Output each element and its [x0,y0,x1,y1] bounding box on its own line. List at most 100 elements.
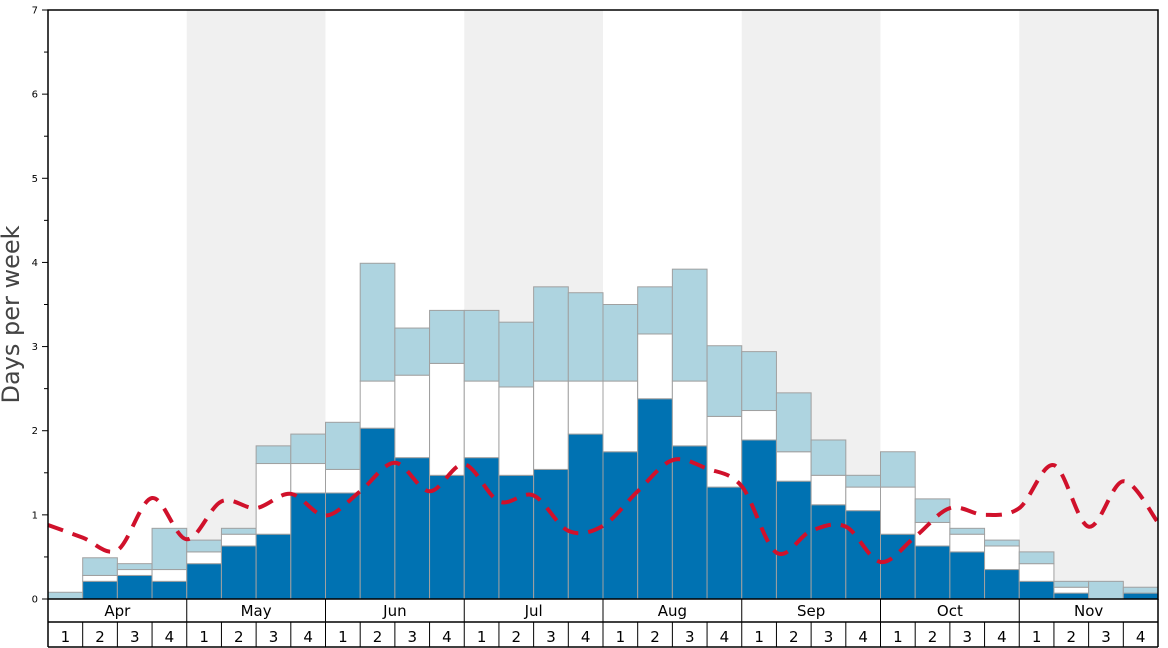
bar-segment-1-29 [1018,580,1055,600]
bar-segment-1-10 [359,427,396,600]
y-tick-label-0: 0 [32,595,38,606]
bar-segment-2-15 [533,380,569,470]
week-label: 4 [997,628,1007,646]
bar-segment-1-8 [290,492,326,600]
week-label: 2 [95,628,105,646]
y-tick-label-4: 4 [32,258,38,269]
week-label: 2 [1067,628,1077,646]
bar-segment-2-30 [1053,586,1090,594]
week-label: 1 [199,628,209,646]
bar-segment-1-25 [880,533,916,600]
bar-segment-3-31 [1088,580,1124,600]
bar-segment-2-8 [290,463,326,494]
bar-segment-2-6 [220,533,257,547]
week-label: 2 [789,628,799,646]
bar-segment-3-25 [880,451,916,488]
month-label-oct: Oct [937,602,963,620]
bar-segment-2-7 [255,463,292,535]
bar-segment-1-11 [394,457,431,600]
week-label: 3 [546,628,556,646]
bar-segment-3-27 [949,527,986,535]
bar-segment-1-9 [325,492,361,600]
bar-segment-1-17 [602,451,639,600]
bar-segment-3-7 [255,445,292,465]
week-label: 3 [407,628,417,646]
week-label: 1 [338,628,348,646]
week-label: 2 [234,628,244,646]
bar-segment-1-27 [949,551,986,600]
bar-segment-2-18 [637,333,673,400]
bar-segment-1-13 [463,457,500,600]
bar-segment-3-14 [498,321,535,388]
bar-segment-1-20 [706,486,743,600]
bar-segment-3-17 [602,304,639,382]
bar-segment-2-16 [567,380,604,435]
week-label: 1 [1032,628,1042,646]
bar-segment-1-4 [151,580,188,600]
y-tick-label-2: 2 [32,426,38,437]
bar-segment-3-21 [741,351,777,412]
bar-segment-2-25 [880,486,916,535]
bar-segment-3-9 [325,421,361,470]
bar-segment-3-32 [1122,586,1159,594]
bar-segment-3-29 [1018,551,1055,565]
month-label-apr: Apr [104,602,131,620]
bar-segment-1-26 [914,545,951,600]
bar-segment-2-22 [775,451,812,482]
week-label: 1 [754,628,764,646]
bar-segment-2-21 [741,410,777,441]
bar-segment-3-26 [914,498,951,523]
bar-segment-1-3 [116,574,153,600]
week-label: 4 [720,628,730,646]
bar-segment-3-22 [775,392,812,453]
bar-segment-3-3 [116,563,153,571]
month-label-jul: Jul [524,602,543,620]
bar-segment-2-3 [116,569,153,576]
week-label: 3 [962,628,972,646]
y-axis-label: Days per week [0,225,25,403]
bar-segment-3-23 [810,439,847,476]
week-label: 1 [616,628,626,646]
bar-segment-1-18 [637,398,673,600]
bar-segment-1-22 [775,480,812,600]
y-tick-label-6: 6 [32,90,38,101]
bar-segment-3-19 [671,268,708,382]
week-label: 4 [858,628,868,646]
bar-segment-3-28 [984,539,1020,547]
bar-segment-3-8 [290,433,326,465]
month-shade-nov [1019,10,1158,599]
week-label: 3 [269,628,279,646]
y-tick-label-5: 5 [32,174,38,185]
plot-frame [47,9,1159,600]
bar-segment-3-12 [429,309,465,364]
bar-segment-2-14 [498,386,535,476]
bar-segment-2-12 [429,362,465,476]
bar-segment-1-15 [533,468,569,600]
week-label: 3 [824,628,834,646]
bar-segment-2-11 [394,374,431,459]
week-label: 1 [477,628,487,646]
bar-segment-3-1 [47,591,84,600]
y-tick-label-3: 3 [32,342,38,353]
bar-segment-1-28 [984,569,1020,600]
month-label-sep: Sep [797,602,825,620]
bar-segment-1-32 [1122,592,1159,600]
bar-segment-3-11 [394,327,431,376]
week-label: 3 [130,628,140,646]
bar-segment-3-20 [706,345,743,417]
bar-segment-3-24 [845,474,881,488]
month-label-nov: Nov [1074,602,1103,620]
bar-segment-3-15 [533,286,569,382]
bar-segment-1-24 [845,510,881,600]
bar-segment-1-16 [567,433,604,600]
bar-segment-3-6 [220,527,257,535]
bar-segment-3-2 [82,557,118,576]
bar-segment-1-30 [1053,592,1090,600]
week-label: 1 [61,628,71,646]
bar-segment-3-5 [186,539,222,553]
bar-segment-1-6 [220,545,257,600]
bar-segment-2-27 [949,533,986,553]
bar-segment-1-12 [429,474,465,600]
dashed-trend-line [47,457,1160,564]
